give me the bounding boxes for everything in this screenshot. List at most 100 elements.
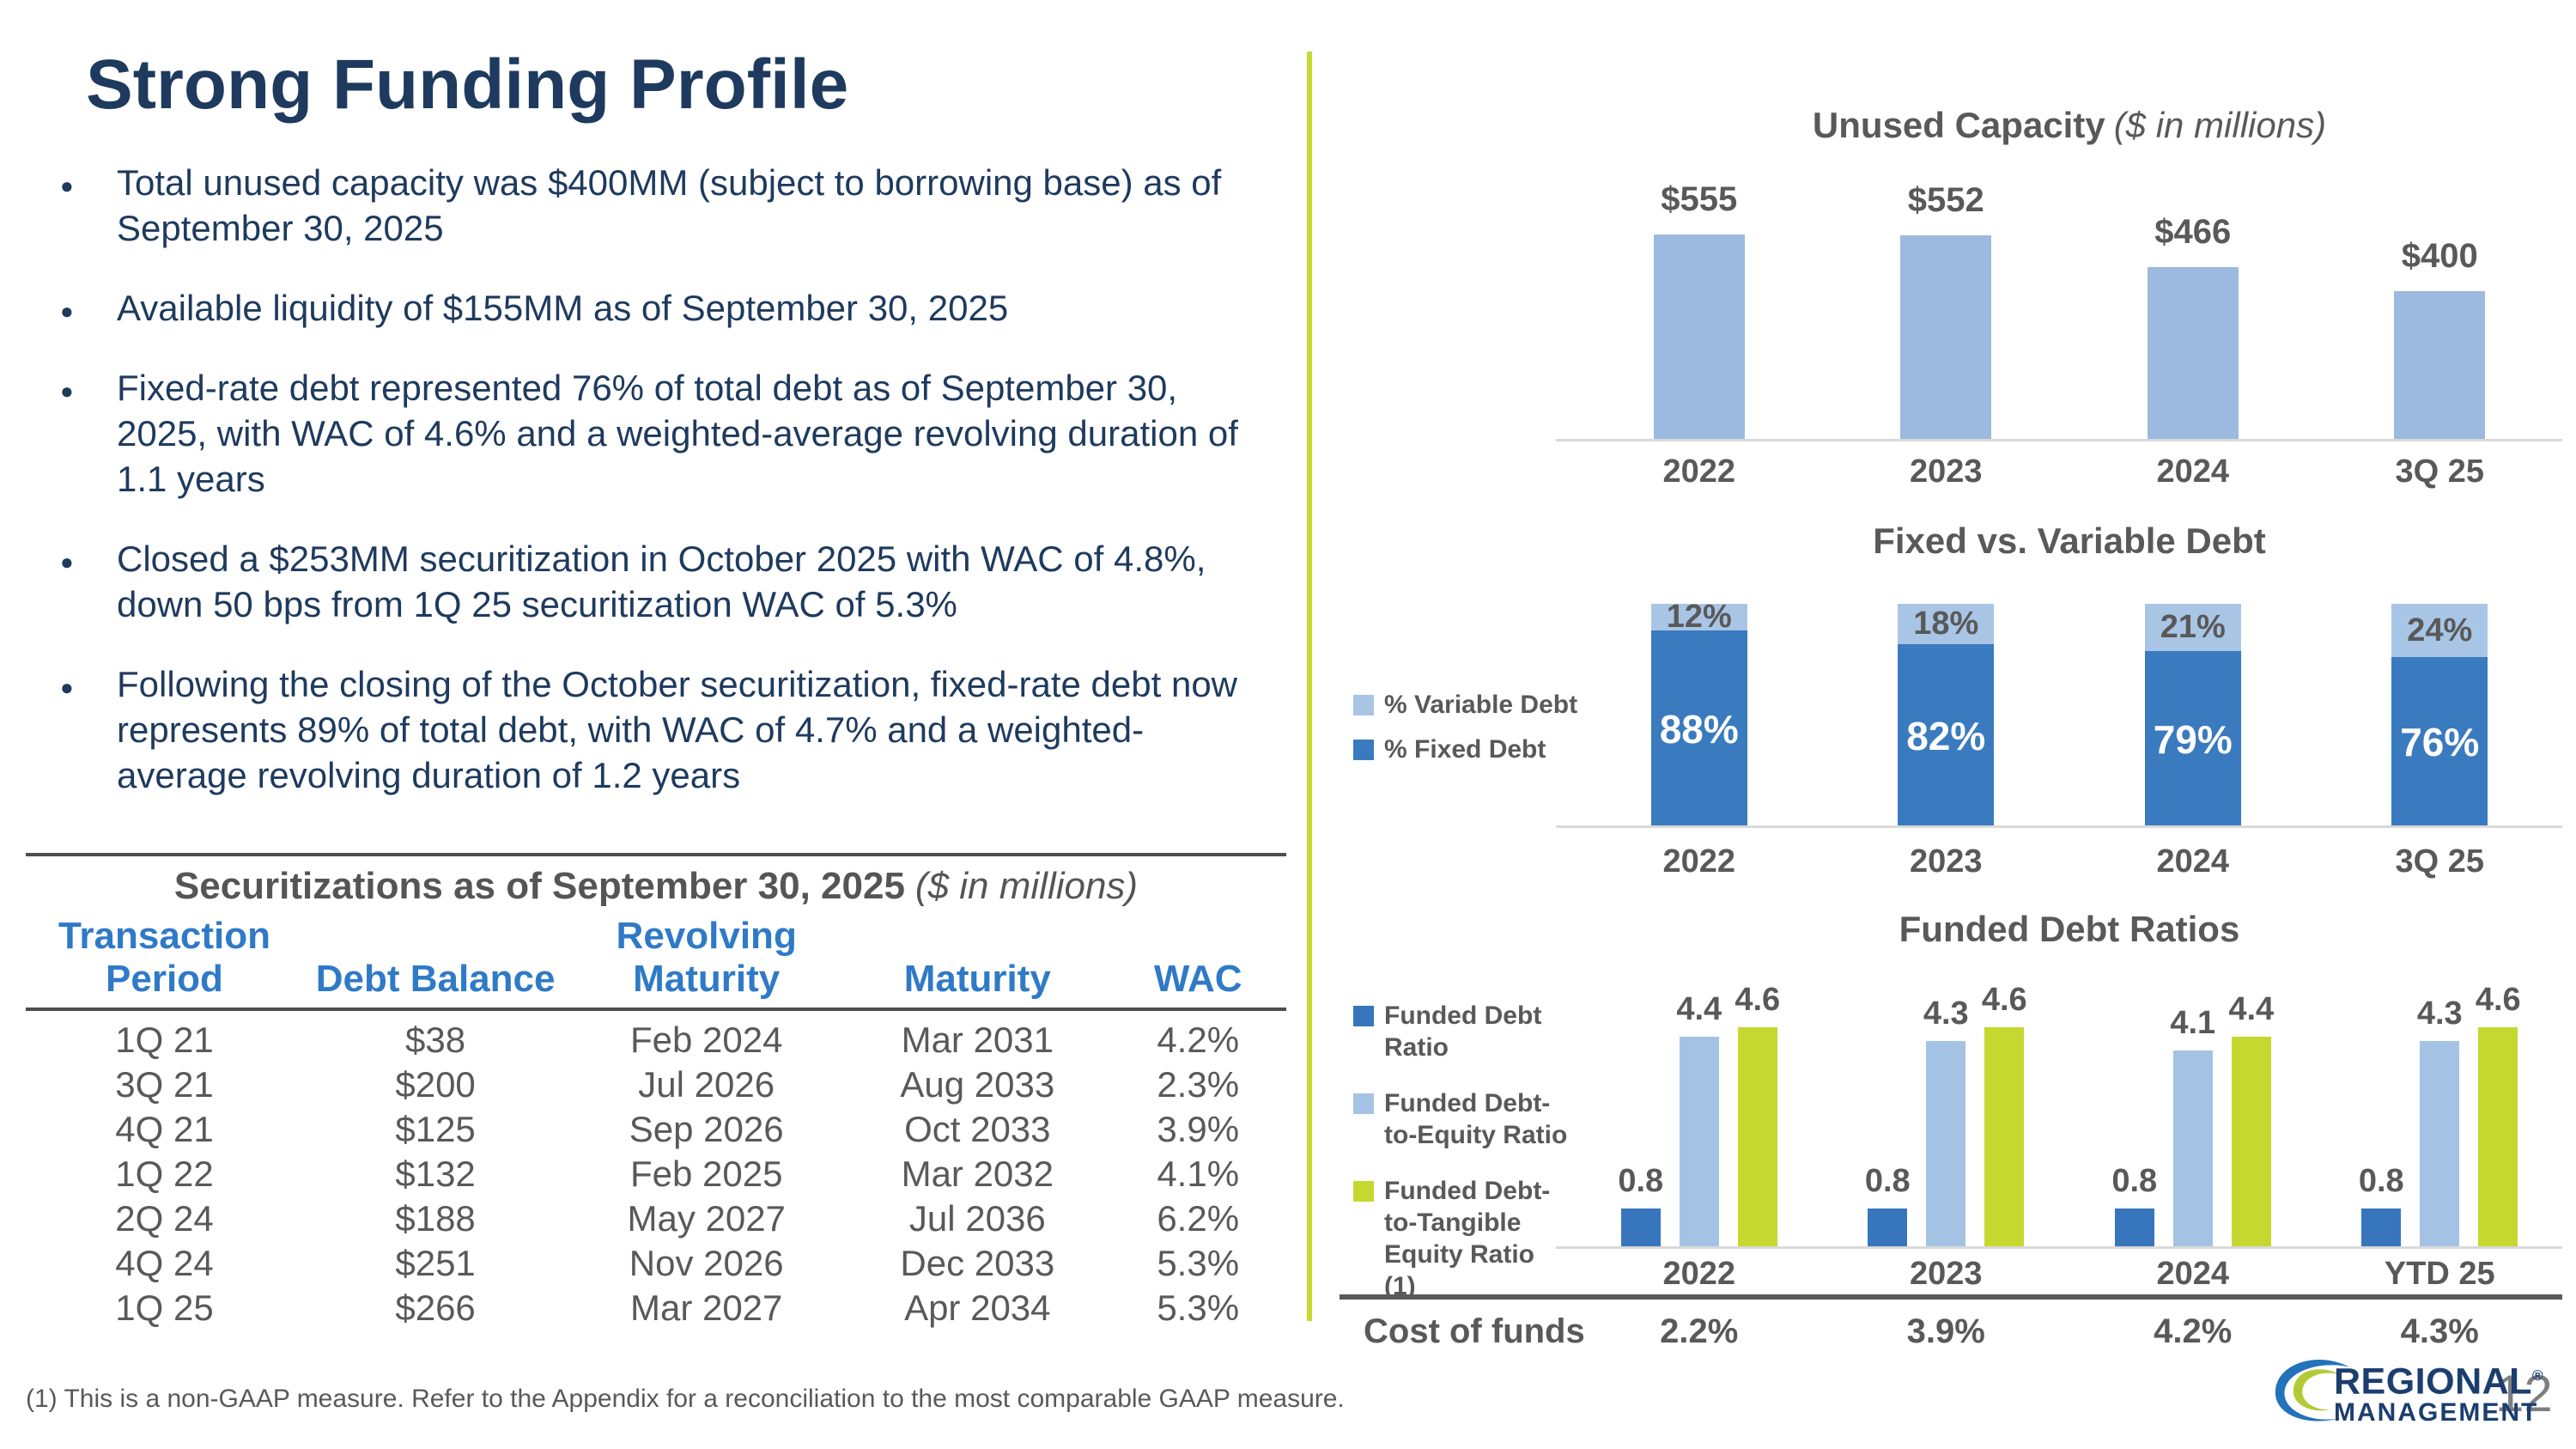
bullet-item: Following the closing of the October sec… <box>55 661 1261 798</box>
table-row: 3Q 21 $200 Jul 2026 Aug 2033 2.3% <box>115 1064 1240 1105</box>
bar-with-label: 4.4 <box>2228 991 2275 1246</box>
table-row: 1Q 21 $38 Feb 2024 Mar 2031 4.2% <box>115 1020 1240 1060</box>
footnote: (1) This is a non-GAAP measure. Refer to… <box>26 1385 1345 1413</box>
x-axis-labels: 2022 2023 2024 YTD 25 <box>1662 1256 2495 1292</box>
chart-title-funded-debt-ratios: Funded Debt Ratios <box>1899 909 2240 949</box>
variable-pct-label: 18% <box>1913 606 1979 642</box>
logo-name: REGIONAL® <box>2334 1361 2543 1403</box>
table-row: 2Q 24 $188 May 2027 Jul 2036 6.2% <box>115 1198 1240 1239</box>
table-header-rule <box>26 1008 1286 1011</box>
bar-group: 0.8 4.1 4.4 <box>2069 971 2317 1246</box>
fixed-segment: 88% <box>1650 630 1747 827</box>
variable-pct-label: 24% <box>2407 612 2473 648</box>
funded-debt-legend: Funded Debt Ratio Funded Debt-to-Equity … <box>1353 1000 1570 1326</box>
stacked-bar: 18% 82% <box>1898 604 1995 827</box>
variable-pct-label: 12% <box>1666 599 1732 635</box>
bar-value-label: $400 <box>2401 237 2478 275</box>
chart-title-fixed-vs-variable: Fixed vs. Variable Debt <box>1873 521 2266 561</box>
logo-subname: MANAGEMENT <box>2334 1398 2539 1428</box>
table-row: 1Q 22 $132 Feb 2025 Mar 2032 4.1% <box>115 1154 1240 1194</box>
bar <box>2172 1050 2213 1246</box>
legend-label: Funded Debt Ratio <box>1384 1002 1542 1062</box>
bar-value-label: $552 <box>1907 181 1984 219</box>
bar-with-label: 4.6 <box>1735 982 1781 1246</box>
variable-pct-label: 21% <box>2160 609 2226 645</box>
bar-with-label: 4.4 <box>1676 991 1722 1246</box>
legend-label: Funded Debt-to-Equity Ratio <box>1384 1089 1568 1149</box>
logo-text: REGIONAL® MANAGEMENT <box>2334 1358 2543 1427</box>
bar <box>2394 291 2486 439</box>
variable-debt-swatch-icon <box>1353 695 1374 715</box>
bullet-item: Available liquidity of $155MM as of Sept… <box>55 285 1261 334</box>
table-row: 4Q 21 $125 Sep 2026 Oct 2033 3.9% <box>115 1109 1240 1149</box>
cost-value: 4.3% <box>2400 1312 2479 1350</box>
variable-segment: 24% <box>2391 604 2488 657</box>
fixed-pct-label: 82% <box>1906 713 1986 758</box>
fixed-pct-label: 88% <box>1659 706 1739 752</box>
chart-title-unused-capacity: Unused Capacity ($ in millions) <box>1812 105 2327 145</box>
table-row: 4Q 24 $251 Nov 2026 Dec 2033 5.3% <box>115 1243 1240 1283</box>
regional-management-logo: REGIONAL® MANAGEMENT <box>2269 1355 2543 1429</box>
fixed-pct-label: 76% <box>2400 720 2480 764</box>
bar-group: 0.8 4.3 4.6 <box>2317 971 2564 1246</box>
bar-with-label: 0.8 <box>1618 1163 1664 1246</box>
bar <box>1653 234 1745 439</box>
column-header: Maturity <box>903 958 1051 1000</box>
column-header: Transaction Period <box>58 915 270 1000</box>
debt-to-equity-swatch-icon <box>1353 1093 1374 1114</box>
bar-value-label: 0.8 <box>2358 1163 2404 1199</box>
bar-group: 0.8 4.3 4.6 <box>1823 971 2070 1246</box>
bar <box>1620 1209 1661 1246</box>
bar-with-label: 4.1 <box>2170 1005 2216 1246</box>
bar-column: $400 <box>2317 164 2564 439</box>
bar-value-label: 4.3 <box>2416 995 2463 1032</box>
bar-value-label: 0.8 <box>1864 1163 1911 1199</box>
fixed-variable-legend: % Variable Debt % Fixed Debt <box>1353 691 1577 780</box>
bar-with-label: 0.8 <box>1864 1163 1911 1246</box>
page-number: 12 <box>2495 1365 2553 1422</box>
bar-with-label: 0.8 <box>2111 1163 2158 1246</box>
bar <box>1900 235 1992 439</box>
bar-with-label: 0.8 <box>2358 1163 2404 1246</box>
x-axis-line <box>1556 439 2562 441</box>
bar-value-label: 0.8 <box>2111 1163 2158 1199</box>
vertical-divider <box>1307 52 1312 1321</box>
column-header: WAC <box>1153 958 1242 1000</box>
legend-label: % Fixed Debt <box>1384 735 1546 764</box>
table-body: 1Q 21 $38 Feb 2024 Mar 2031 4.2% 3Q 21 $200 Ju… <box>26 1018 1286 1330</box>
bar-column: $466 <box>2069 164 2317 439</box>
logo-swoosh-icon <box>2275 1359 2349 1422</box>
fixed-debt-swatch-icon <box>1353 740 1374 760</box>
bar-value-label: 4.3 <box>1923 995 1969 1032</box>
table-header-row: Transaction Period Debt Balance Revolving… <box>26 915 1286 1001</box>
legend-item: Funded Debt-to-Tangible Equity Ratio (1) <box>1353 1175 1570 1302</box>
variable-segment: 21% <box>2144 604 2241 651</box>
bar-value-label: 4.6 <box>1735 982 1781 1018</box>
legend-item: Funded Debt-to-Equity Ratio <box>1353 1087 1570 1151</box>
unused-capacity-chart: $555 $552 $466 $400 <box>1576 164 2563 439</box>
registered-mark: ® <box>2531 1367 2543 1384</box>
bar-value-label: 4.4 <box>2228 991 2275 1027</box>
cost-value: 4.2% <box>2154 1312 2233 1350</box>
bar-value-label: 4.1 <box>2170 1005 2216 1041</box>
cost-value: 3.9% <box>1906 1312 1985 1350</box>
table-title-text: Securitizations as of September 30, 2025 <box>173 865 905 907</box>
legend-label: % Variable Debt <box>1384 691 1578 719</box>
stacked-bar: 21% 79% <box>2144 604 2241 827</box>
legend-item: Funded Debt Ratio <box>1353 1000 1570 1063</box>
stacked-bar: 12% 88% <box>1650 599 1747 827</box>
x-axis-labels: 2022 2023 2024 3Q 25 <box>1662 454 2485 490</box>
bar-column: $552 <box>1823 164 2070 439</box>
bar-with-label: 4.3 <box>2416 995 2463 1246</box>
bar <box>2420 1041 2460 1246</box>
bar-value-label: 0.8 <box>1618 1163 1664 1199</box>
x-axis-line <box>1556 1246 2562 1249</box>
bar <box>2114 1209 2154 1246</box>
legend-item: % Variable Debt <box>1353 691 1577 720</box>
variable-segment: 12% <box>1650 599 1747 635</box>
bar-with-label: 4.6 <box>1982 982 2027 1246</box>
legend-item: % Fixed Debt <box>1353 735 1577 764</box>
bar <box>1926 1041 1966 1246</box>
bar <box>2231 1037 2271 1246</box>
fixed-segment: 79% <box>2144 651 2241 827</box>
